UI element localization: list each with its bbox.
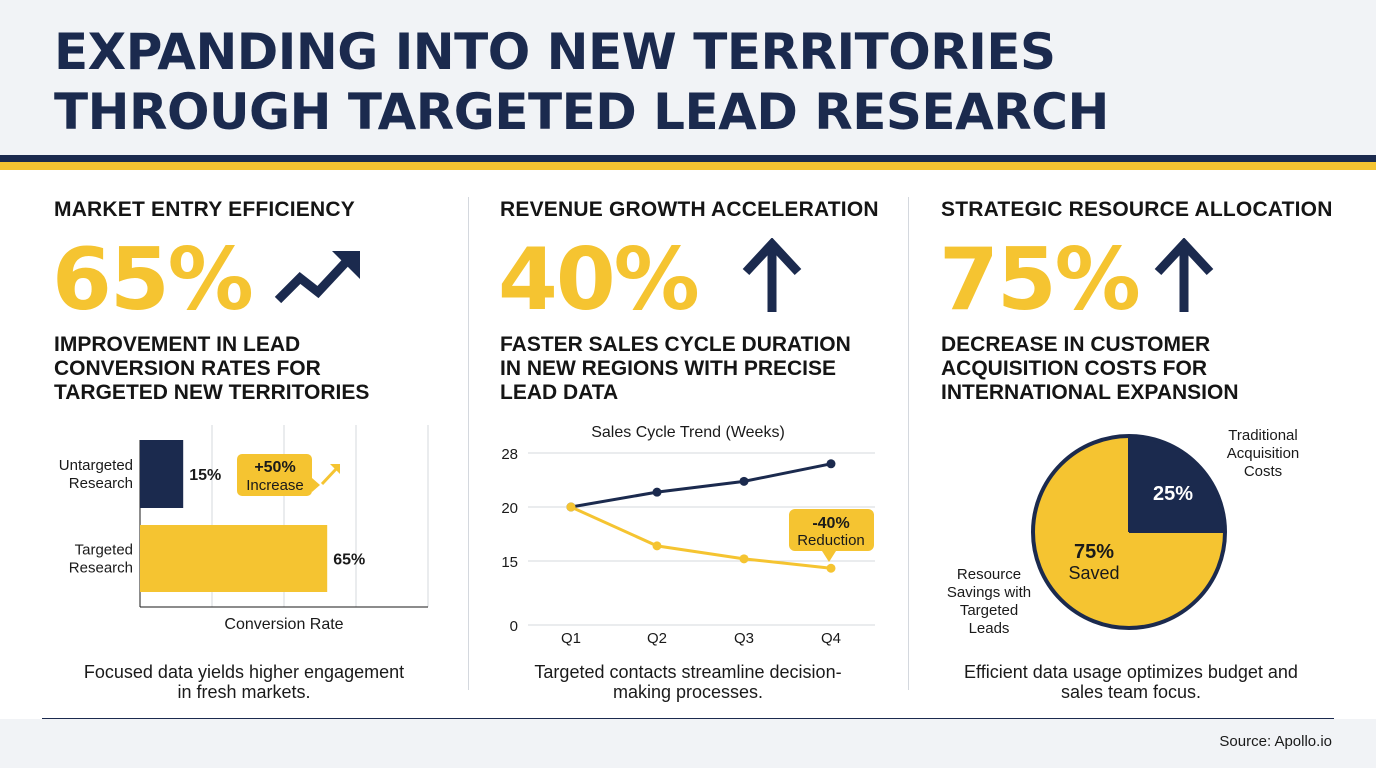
annotation-pointer <box>822 551 836 562</box>
subtitle-line: INTERNATIONAL EXPANSION <box>941 381 1239 404</box>
big-stat-resource-allocation: 75% <box>939 230 1141 330</box>
panel-divider <box>908 197 909 690</box>
data-point <box>826 459 836 469</box>
data-point <box>739 554 749 564</box>
page-title-line-1: EXPANDING INTO NEW TERRITORIES <box>54 23 1056 81</box>
subtitle-line: IMPROVEMENT IN LEAD <box>54 333 301 356</box>
y-tick-label: 20 <box>501 500 518 517</box>
bar-value-label: 65% <box>333 552 365 569</box>
bar-category-label: Research <box>69 560 133 577</box>
bar-category-label: Research <box>69 475 133 492</box>
subtitle-line: CONVERSION RATES FOR <box>54 357 321 380</box>
page-title-line-2: THROUGH TARGETED LEAD RESEARCH <box>54 83 1109 141</box>
y-tick-label: 28 <box>501 446 518 463</box>
footer-resource-allocation: Efficient data usage optimizes budget an… <box>941 662 1321 702</box>
x-tick-label: Q3 <box>734 630 754 647</box>
panel-title-market-entry: MARKET ENTRY EFFICIENCY <box>54 198 355 221</box>
data-point <box>739 476 749 486</box>
annotation-text: Reduction <box>797 532 865 549</box>
footer-line: in fresh markets. <box>177 682 311 702</box>
footer-line: sales team focus. <box>1060 682 1202 702</box>
data-point <box>652 541 662 551</box>
footer-band <box>0 719 1376 768</box>
diagonal-arrow-icon <box>320 466 339 486</box>
source-credit: Source: Apollo.io <box>1219 733 1332 750</box>
panel-title-revenue-growth: REVENUE GROWTH ACCELERATION <box>500 198 879 221</box>
x-tick-label: Q1 <box>561 630 581 647</box>
arrow-up-icon <box>1154 238 1214 312</box>
y-tick-label: 15 <box>501 554 518 571</box>
annotation-badge <box>237 454 312 496</box>
header-band <box>0 0 1376 155</box>
footer-line: Efficient data usage optimizes budget an… <box>964 662 1298 682</box>
data-point <box>826 563 836 573</box>
subtitle-line: ACQUISITION COSTS FOR <box>941 357 1208 380</box>
data-point <box>566 502 576 512</box>
slice-callout: Savings with <box>947 584 1031 601</box>
subtitle-market-entry: IMPROVEMENT IN LEAD CONVERSION RATES FOR… <box>54 333 369 405</box>
bar-category-label: Untargeted <box>59 457 133 474</box>
slice-callout: Costs <box>1244 463 1282 480</box>
slice-callout: Acquisition <box>1227 445 1300 462</box>
panel-title-resource-allocation: STRATEGIC RESOURCE ALLOCATION <box>941 198 1333 221</box>
x-tick-label: Q4 <box>821 630 841 647</box>
x-tick-label: Q2 <box>647 630 667 647</box>
trend-up-arrow-icon <box>274 251 360 304</box>
annotation-pointer <box>312 478 320 492</box>
panel-divider <box>468 197 469 690</box>
subtitle-line: FASTER SALES CYCLE DURATION <box>500 333 851 356</box>
bar <box>140 525 328 592</box>
footer-line: making processes. <box>612 682 764 702</box>
subtitle-line: DECREASE IN CUSTOMER <box>941 333 1211 356</box>
bar-value-label: 15% <box>189 467 221 484</box>
arrow-up-icon <box>742 238 802 312</box>
subtitle-line: TARGETED NEW TERRITORIES <box>54 381 370 404</box>
footer-line: Focused data yields higher engagement <box>83 662 405 682</box>
subtitle-revenue-growth: FASTER SALES CYCLE DURATION IN NEW REGIO… <box>500 333 851 405</box>
annotation-badge <box>789 509 874 551</box>
annotation-text: -40% <box>812 515 849 532</box>
annotation-text: +50% <box>254 459 295 476</box>
slice-callout: Traditional <box>1228 427 1297 444</box>
slice-label: 25% <box>1153 483 1193 505</box>
footer-line: Targeted contacts streamline decision- <box>534 662 842 682</box>
header-divider-navy <box>0 155 1376 162</box>
slice-callout: Resource <box>957 566 1021 583</box>
footer-revenue-growth: Targeted contacts streamline decision- m… <box>500 662 876 702</box>
subtitle-resource-allocation: DECREASE IN CUSTOMER ACQUISITION COSTS F… <box>941 333 1239 405</box>
big-stat-revenue-growth: 40% <box>498 230 700 330</box>
y-tick-label: 0 <box>510 618 518 635</box>
bar-category-label: Targeted <box>75 542 133 559</box>
subtitle-line: IN NEW REGIONS WITH PRECISE <box>500 357 837 380</box>
header-divider-yellow <box>0 162 1376 170</box>
slice-callout: Leads <box>969 620 1010 637</box>
series-line <box>570 462 832 509</box>
diagonal-arrow-icon <box>330 464 340 474</box>
slice-label: Saved <box>1068 563 1119 583</box>
bar <box>140 440 184 508</box>
data-point <box>652 487 662 497</box>
pie-slice <box>1129 436 1225 532</box>
chart-title: Sales Cycle Trend (Weeks) <box>591 424 785 441</box>
big-stat-market-entry: 65% <box>52 230 254 330</box>
slice-label: 75% <box>1074 541 1114 563</box>
page-title: EXPANDING INTO NEW TERRITORIES THROUGH T… <box>54 22 1109 142</box>
series-line <box>570 505 832 570</box>
annotation-text: Increase <box>246 477 304 494</box>
footer-market-entry: Focused data yields higher engagement in… <box>54 662 434 702</box>
footer-rule <box>42 718 1334 719</box>
x-axis-label: Conversion Rate <box>224 616 343 633</box>
subtitle-line: LEAD DATA <box>500 381 619 404</box>
slice-callout: Targeted <box>960 602 1018 619</box>
